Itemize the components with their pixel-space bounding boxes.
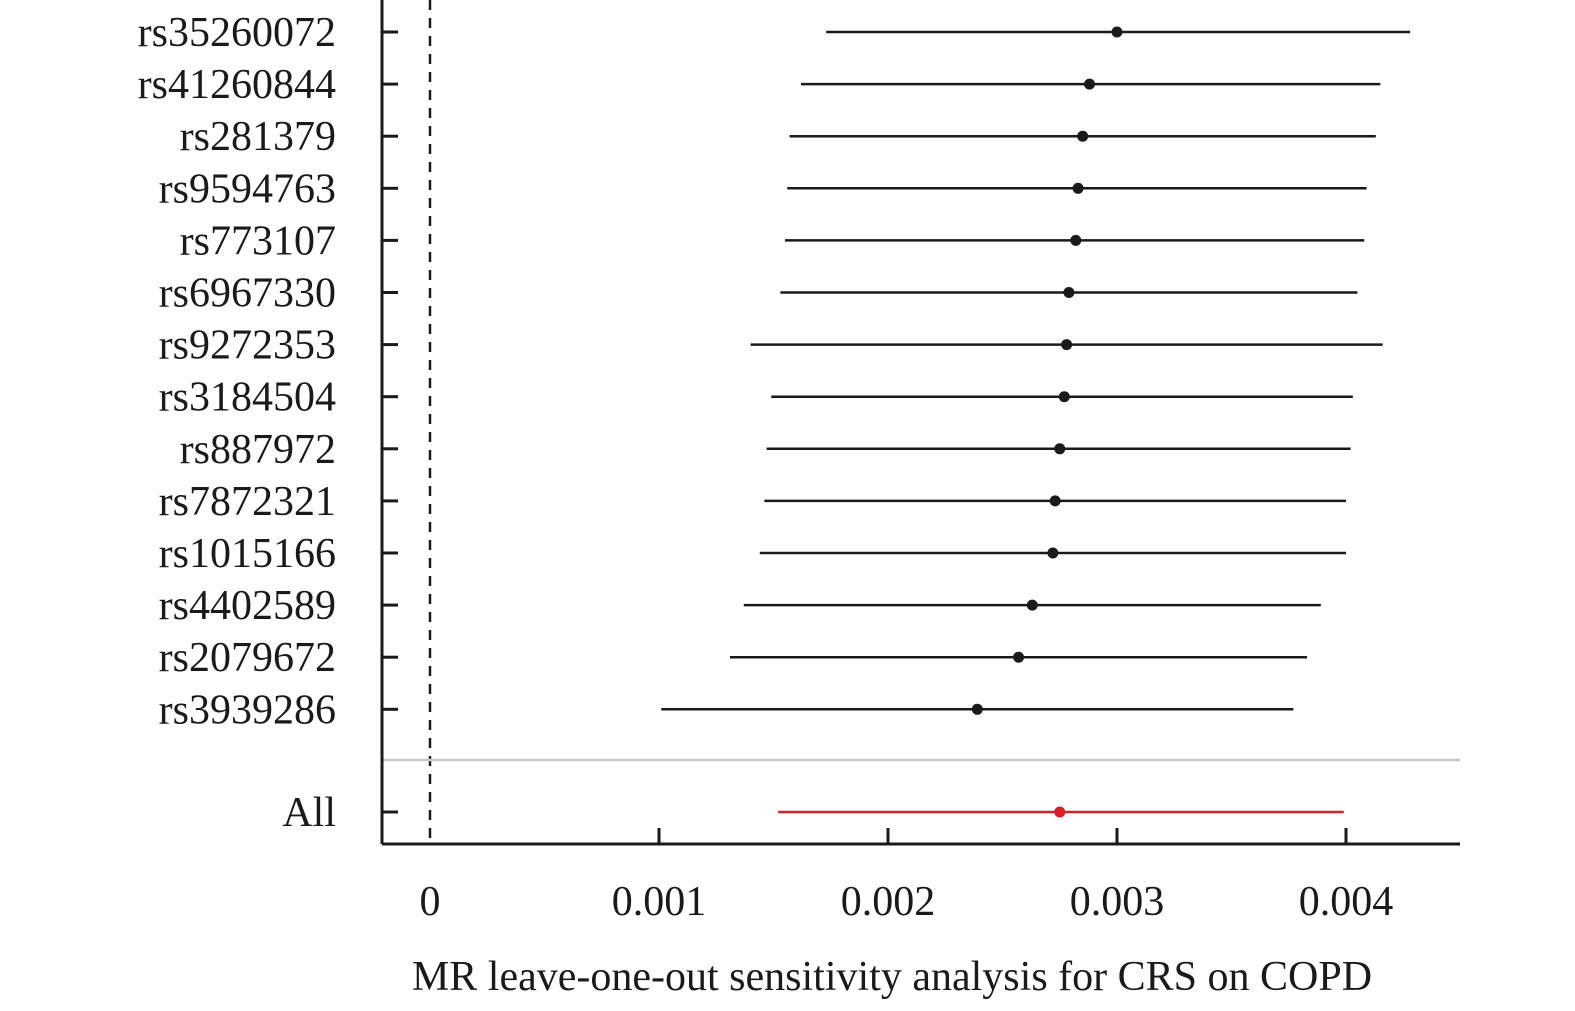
snp-rs4402589-point [1026,599,1038,611]
snp-rs7872321-point [1049,495,1061,507]
snp-rs1015166-point [1047,547,1059,559]
x-tick-label: 0.003 [1070,879,1165,925]
snp-rs9272353-point [1061,339,1073,351]
x-tick-label: 0.002 [841,879,936,925]
snp-rs281379-label: rs281379 [180,114,336,160]
snp-rs1015166-row: rs1015166 [159,531,1346,577]
snp-rs281379-row: rs281379 [180,114,1376,160]
snp-rs4402589-label: rs4402589 [159,583,336,629]
snp-rs7872321-row: rs7872321 [159,479,1346,525]
overall-row: All [282,790,1344,836]
overall-point [1054,806,1066,818]
snp-rs9594763-row: rs9594763 [159,166,1367,212]
snp-rs6967330-label: rs6967330 [159,271,336,317]
x-tick-label: 0.001 [612,879,707,925]
snp-rs41260844-point [1084,78,1096,90]
snp-rs887972-point [1054,443,1066,455]
x-axis-label: MR leave-one-out sensitivity analysis fo… [412,954,1372,1000]
overall-label: All [282,790,336,836]
snp-rs6967330-row: rs6967330 [159,271,1358,317]
x-ticks-layer: 0 0.001 0.002 0.003 0.004 [420,828,1394,925]
snp-rs1015166-label: rs1015166 [159,531,336,577]
snp-rs9594763-label: rs9594763 [159,166,336,212]
snp-rs4402589-row: rs4402589 [159,583,1321,629]
snp-rs281379-point [1077,130,1089,142]
snp-rs3184504-label: rs3184504 [159,375,336,421]
snp-rs3939286-row: rs3939286 [159,687,1294,733]
snp-rs9272353-row: rs9272353 [159,323,1383,369]
snp-rs41260844-row: rs41260844 [138,62,1381,108]
rows-layer: rs35260072 rs41260844 rs281379 rs9594763 rs7… [138,10,1411,836]
snp-rs9272353-label: rs9272353 [159,323,336,369]
snp-rs3939286-label: rs3939286 [159,687,336,733]
x-tick-label: 0.004 [1299,879,1394,925]
snp-rs7872321-label: rs7872321 [159,479,336,525]
snp-rs773107-row: rs773107 [180,218,1365,264]
snp-rs35260072-row: rs35260072 [138,10,1411,56]
snp-rs2079672-point [1013,651,1025,663]
snp-rs41260844-label: rs41260844 [138,62,336,108]
reference-layer [382,0,1460,844]
x-tick-label: 0 [420,879,441,925]
snp-rs773107-point [1070,234,1082,246]
snp-rs773107-label: rs773107 [180,218,336,264]
snp-rs3184504-point [1058,391,1070,403]
snp-rs3184504-row: rs3184504 [159,375,1353,421]
axes-layer [380,0,1460,846]
snp-rs887972-row: rs887972 [180,427,1351,473]
snp-rs6967330-point [1063,287,1075,298]
snp-rs2079672-row: rs2079672 [159,635,1308,681]
snp-rs3939286-point [971,703,983,715]
snp-rs9594763-point [1072,182,1084,194]
snp-rs35260072-label: rs35260072 [138,10,336,56]
snp-rs887972-label: rs887972 [180,427,336,473]
snp-rs2079672-label: rs2079672 [159,635,336,681]
snp-rs35260072-point [1111,26,1123,38]
